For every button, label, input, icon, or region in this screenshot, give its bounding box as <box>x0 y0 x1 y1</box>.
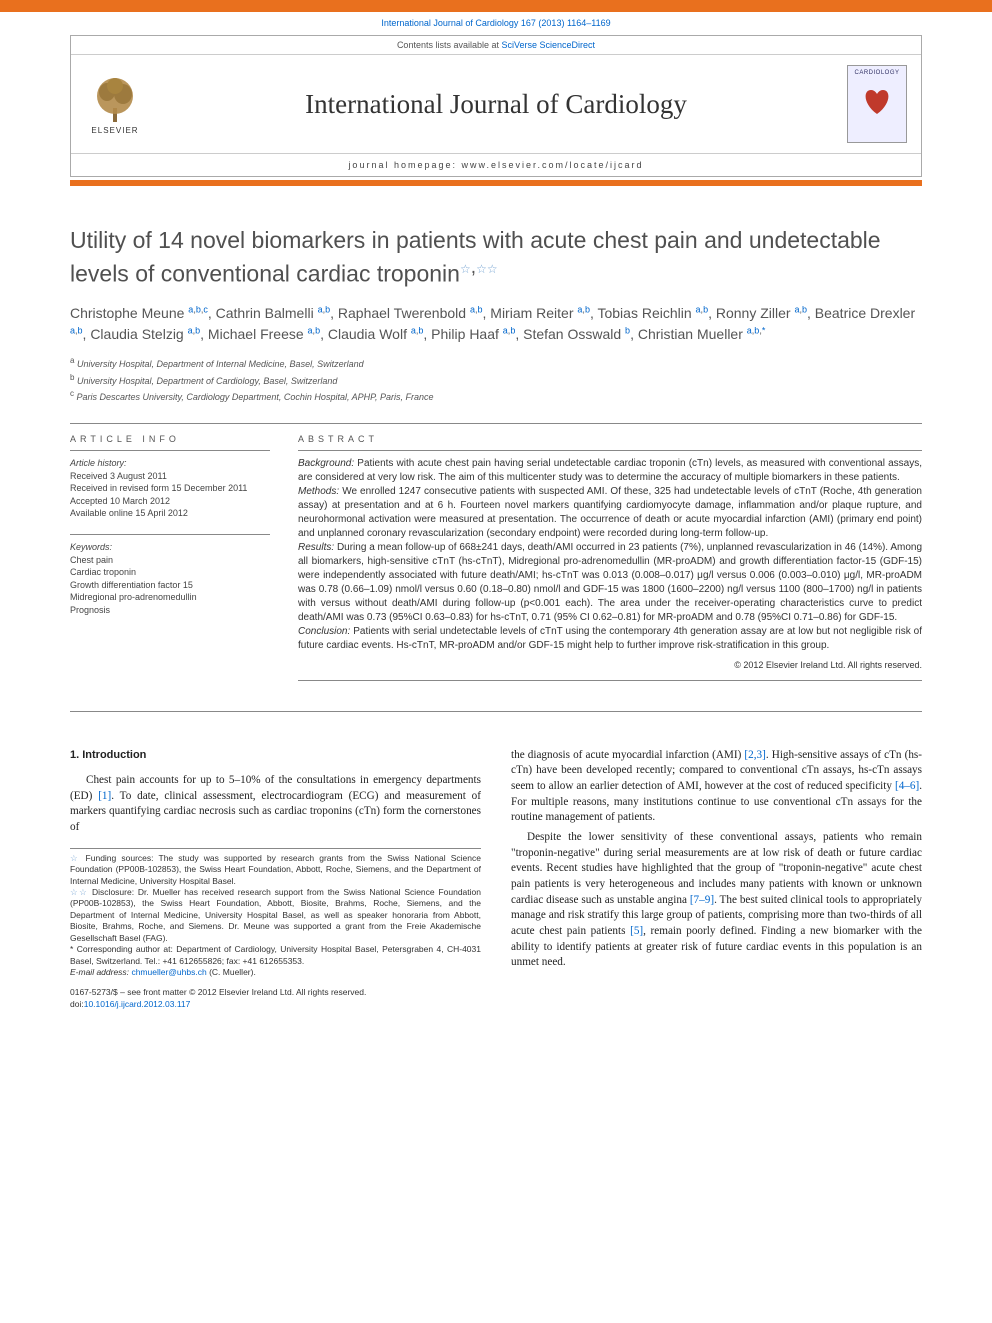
abstract-background: Patients with acute chest pain having se… <box>298 458 922 483</box>
history-label: Article history: <box>70 457 270 470</box>
journal-homepage-line: journal homepage: www.elsevier.com/locat… <box>71 153 921 176</box>
article-info-heading: ARTICLE INFO <box>70 434 270 444</box>
affiliations: a University Hospital, Department of Int… <box>70 355 922 405</box>
top-orange-bar <box>0 0 992 12</box>
ref-4-6-link[interactable]: [4–6] <box>895 780 919 792</box>
revised-date: Received in revised form 15 December 201… <box>70 482 270 495</box>
abstract-body: Background: Patients with acute chest pa… <box>298 450 922 672</box>
abstract-copyright: © 2012 Elsevier Ireland Ltd. All rights … <box>298 659 922 672</box>
keywords-block: Keywords: Chest pain Cardiac troponin Gr… <box>70 534 270 617</box>
abstract-background-label: Background: <box>298 458 354 469</box>
contents-prefix: Contents lists available at <box>397 40 502 50</box>
journal-cover-thumb: CARDIOLOGY <box>847 65 907 143</box>
ref-7-9-link[interactable]: [7–9] <box>690 894 714 906</box>
top-citation-bar: International Journal of Cardiology 167 … <box>0 12 992 31</box>
corresponding-email-link[interactable]: chmueller@uhbs.ch <box>131 967 206 977</box>
footnote-disclosure: ☆☆ Disclosure: Dr. Mueller has received … <box>70 887 481 944</box>
journal-header-box: Contents lists available at SciVerse Sci… <box>70 35 922 177</box>
sciencedirect-link[interactable]: SciVerse ScienceDirect <box>502 40 596 50</box>
authors-list: Christophe Meune a,b,c, Cathrin Balmelli… <box>70 303 922 345</box>
doi-line: doi:10.1016/j.ijcard.2012.03.117 <box>70 999 481 1011</box>
title-footnote-star2[interactable]: ☆☆ <box>476 262 498 276</box>
cover-label: CARDIOLOGY <box>854 70 899 76</box>
received-date: Received 3 August 2011 <box>70 470 270 483</box>
abstract-conclusion-label: Conclusion: <box>298 626 350 637</box>
online-date: Available online 15 April 2012 <box>70 507 270 520</box>
intro-heading: 1. Introduction <box>70 748 481 763</box>
abstract-methods: We enrolled 1247 consecutive patients wi… <box>298 486 922 539</box>
doi-link[interactable]: 10.1016/j.ijcard.2012.03.117 <box>84 999 191 1009</box>
footnotes-block: ☆ Funding sources: The study was support… <box>70 848 481 979</box>
ref-2-3-link[interactable]: [2,3] <box>744 749 765 761</box>
heart-icon <box>859 82 895 118</box>
footnote-corresponding: * Corresponding author at: Department of… <box>70 944 481 967</box>
keyword-0: Chest pain <box>70 554 270 567</box>
doi-block: 0167-5273/$ – see front matter © 2012 El… <box>70 987 481 1011</box>
contents-line: Contents lists available at SciVerse Sci… <box>71 36 921 55</box>
title-footnote-star1[interactable]: ☆ <box>460 262 471 276</box>
accepted-date: Accepted 10 March 2012 <box>70 495 270 508</box>
keywords-label: Keywords: <box>70 541 270 554</box>
keyword-3: Midregional pro-adrenomedullin <box>70 591 270 604</box>
ref-5-link[interactable]: [5] <box>630 925 643 937</box>
footnote-email: E-mail address: chmueller@uhbs.ch (C. Mu… <box>70 967 481 978</box>
rule-above-info <box>70 423 922 424</box>
article-title: Utility of 14 novel biomarkers in patien… <box>70 226 922 289</box>
abstract-conclusion: Patients with serial undetectable levels… <box>298 626 922 651</box>
abstract-results: During a mean follow-up of 668±241 days,… <box>298 542 922 623</box>
keyword-4: Prognosis <box>70 604 270 617</box>
elsevier-tree-icon <box>91 74 139 126</box>
affil-c: c Paris Descartes University, Cardiology… <box>70 388 922 405</box>
intro-p2: the diagnosis of acute myocardial infarc… <box>511 748 922 826</box>
affil-a: a University Hospital, Department of Int… <box>70 355 922 372</box>
rule-below-abstract <box>298 680 922 681</box>
keyword-1: Cardiac troponin <box>70 566 270 579</box>
keyword-2: Growth differentiation factor 15 <box>70 579 270 592</box>
footnote-funding: ☆ Funding sources: The study was support… <box>70 853 481 887</box>
elsevier-logo: ELSEVIER <box>85 69 145 139</box>
abstract-heading: ABSTRACT <box>298 434 922 444</box>
front-matter-line: 0167-5273/$ – see front matter © 2012 El… <box>70 987 481 999</box>
intro-p3: Despite the lower sensitivity of these c… <box>511 830 922 971</box>
intro-p1: Chest pain accounts for up to 5–10% of t… <box>70 773 481 836</box>
article-history-block: Article history: Received 3 August 2011 … <box>70 450 270 520</box>
journal-title: International Journal of Cardiology <box>145 89 847 120</box>
ref-1-link[interactable]: [1] <box>98 790 111 802</box>
top-citation-link[interactable]: International Journal of Cardiology 167 … <box>381 18 610 28</box>
elsevier-label: ELSEVIER <box>91 126 138 135</box>
abstract-results-label: Results: <box>298 542 334 553</box>
affil-b: b University Hospital, Department of Car… <box>70 372 922 389</box>
abstract-methods-label: Methods: <box>298 486 339 497</box>
rule-above-body <box>70 711 922 712</box>
